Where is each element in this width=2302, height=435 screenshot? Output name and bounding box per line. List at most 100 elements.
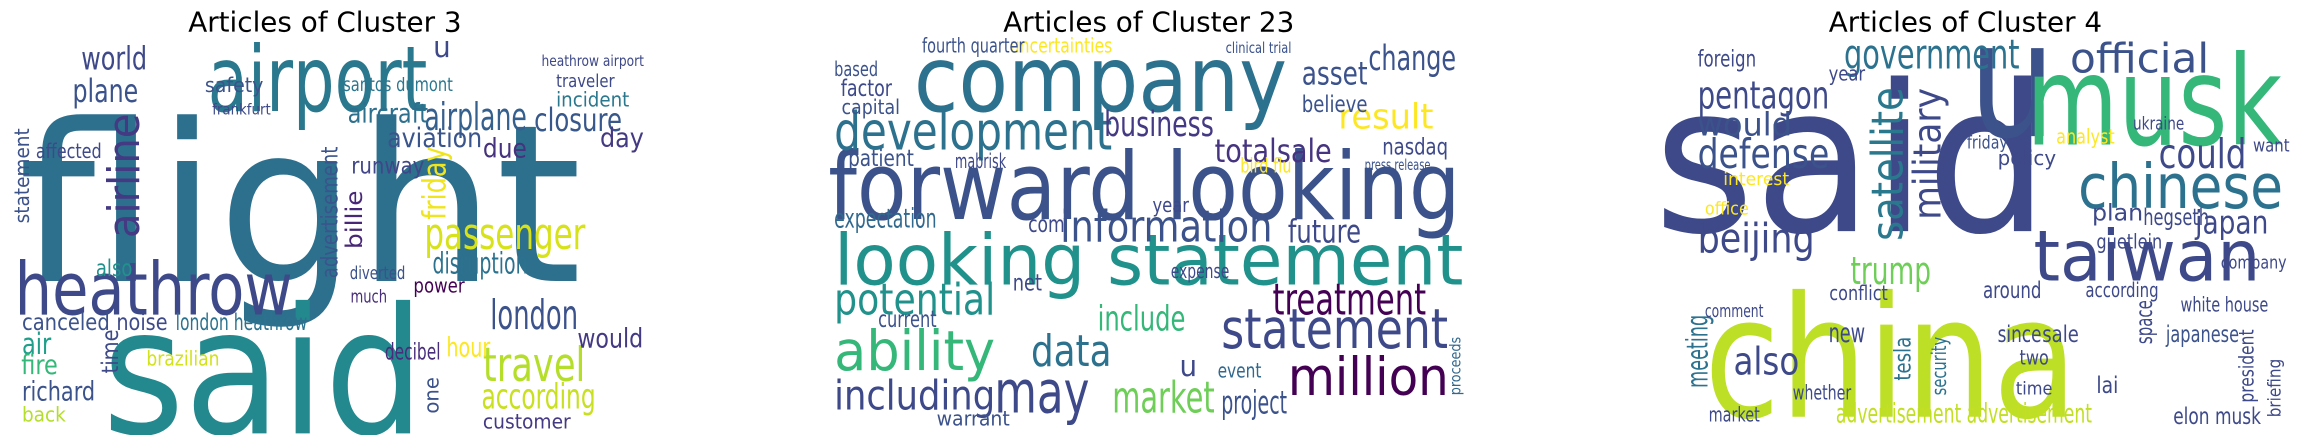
word: totalsale [1215, 132, 1332, 170]
word: sale [2042, 320, 2079, 348]
word: development [834, 101, 1112, 162]
word: heathrow [15, 247, 293, 332]
word: president [2234, 329, 2258, 402]
word: london heathrow [176, 308, 308, 336]
word: believe [1302, 90, 1368, 118]
word: travel [483, 339, 585, 393]
word: change [1368, 38, 1456, 79]
word: friday [1967, 134, 2008, 154]
word: would [1697, 106, 1792, 144]
word: also [96, 254, 133, 282]
word: much [350, 287, 387, 307]
word: ukraine [2133, 115, 2184, 135]
word: according [481, 376, 595, 417]
word: traveler [556, 72, 615, 92]
word: runway [351, 152, 424, 180]
word: asset [1302, 54, 1368, 92]
word: two [2020, 345, 2049, 369]
word: said [1654, 42, 2049, 280]
word: aviation [387, 124, 482, 154]
word: current [878, 305, 937, 333]
word: security [1927, 337, 1951, 396]
word: proceeds [1448, 337, 1465, 396]
word: looking statement [834, 220, 1463, 302]
word: would [577, 325, 643, 355]
word: space [2130, 300, 2158, 344]
panel-title: Articles of Cluster 4 [1829, 6, 2102, 39]
panel-title: Articles of Cluster 3 [188, 6, 461, 39]
word: year [1829, 61, 1866, 85]
word: satellite [1862, 87, 1913, 241]
word: result [1338, 97, 1433, 138]
word: pentagon [1698, 73, 1830, 117]
word: airplane [424, 95, 526, 139]
word: factor [841, 74, 892, 102]
word: policy [1998, 146, 2057, 170]
word: whether [1793, 380, 1852, 404]
word: conflict [1829, 281, 1888, 305]
word: day [600, 124, 644, 154]
word: market [1112, 373, 1214, 424]
word: mabrisk [955, 149, 1006, 173]
word: said [102, 271, 424, 435]
word: future [1288, 212, 1361, 250]
word: one [420, 377, 444, 414]
word: government [1844, 30, 2020, 78]
word: net [1013, 269, 1042, 297]
word: interest [1723, 170, 1789, 190]
word: time [2016, 379, 2053, 399]
word: richard [22, 377, 95, 407]
word: safety [205, 73, 264, 97]
word: based [834, 57, 878, 81]
word: want [2253, 137, 2290, 157]
word: passenger [424, 209, 586, 260]
word: com [1028, 210, 1065, 238]
word: statement [10, 128, 34, 223]
word: aircraft [348, 99, 428, 129]
word: santos dumont [343, 74, 453, 96]
word: disruption [432, 247, 527, 281]
word: frankfurt [212, 101, 271, 118]
word: incident [556, 88, 629, 112]
word: bird flu [1240, 154, 1291, 178]
word: tesla [1888, 337, 1916, 381]
word: heathrow airport [541, 53, 644, 70]
word: customer [483, 410, 571, 434]
word: flight [18, 77, 581, 333]
word: including [834, 371, 995, 419]
word: warrant [937, 407, 1010, 431]
word: taiwan [2033, 215, 2260, 297]
word: expectation [834, 205, 936, 235]
word: information [1060, 202, 1272, 253]
word: advertisement advertisement [1836, 399, 2092, 429]
word: u [1968, 0, 2056, 174]
word: office [1705, 199, 1749, 219]
word: forward looking [828, 133, 1460, 242]
word: hegseth [2143, 203, 2209, 231]
word: analyst [2056, 124, 2115, 148]
word: advertisement [315, 147, 343, 279]
word: affected [36, 139, 102, 163]
word: statement [1221, 297, 1448, 362]
word: brazilian [146, 347, 219, 371]
word: meeting [1681, 315, 1715, 388]
word: year [1152, 193, 1189, 217]
word: fire [21, 351, 58, 381]
word: beijing [1698, 215, 1815, 263]
word: back [22, 402, 66, 426]
word: company [2221, 254, 2287, 274]
word: include [1098, 299, 1186, 340]
word: closure [534, 101, 622, 139]
word: according [2085, 278, 2158, 302]
word: uncertainties [1010, 34, 1112, 58]
word: patient [848, 144, 914, 172]
word: china [1704, 261, 2077, 435]
word: project [1221, 384, 1287, 422]
word: musk [2026, 31, 2282, 175]
word: military [1905, 88, 1949, 220]
word: billie [340, 190, 368, 249]
word: fourth quarter [922, 34, 1025, 58]
word: noise [116, 308, 167, 336]
